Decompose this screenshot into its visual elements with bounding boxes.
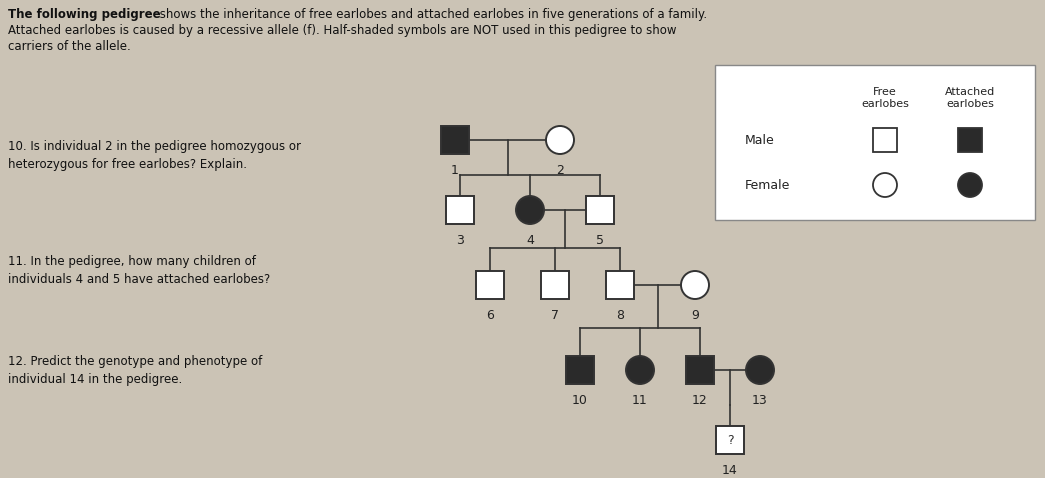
Bar [716,426,744,454]
Text: 13: 13 [752,394,768,407]
Text: 7: 7 [551,309,559,322]
Text: 14: 14 [722,464,738,477]
Text: 12. Predict the genotype and phenotype of
individual 14 in the pedigree.: 12. Predict the genotype and phenotype o… [8,355,262,386]
Text: 10: 10 [572,394,588,407]
Bar [586,196,614,224]
Text: 10. Is individual 2 in the pedigree homozygous or
heterozygous for free earlobes: 10. Is individual 2 in the pedigree homo… [8,140,301,171]
Bar [715,65,1035,220]
Circle shape [681,271,709,299]
Circle shape [626,356,654,384]
Text: 11. In the pedigree, how many children of
individuals 4 and 5 have attached earl: 11. In the pedigree, how many children o… [8,255,271,286]
Text: carriers of the allele.: carriers of the allele. [8,40,131,53]
Bar [958,128,982,152]
Bar [446,196,474,224]
Text: 11: 11 [632,394,648,407]
Circle shape [958,173,982,197]
Text: 6: 6 [486,309,494,322]
Text: 12: 12 [692,394,707,407]
Bar [441,126,469,154]
Circle shape [746,356,774,384]
Text: 2: 2 [556,164,564,177]
Bar [686,356,714,384]
Text: Female: Female [745,178,790,192]
Text: 1: 1 [451,164,459,177]
Text: shows the inheritance of free earlobes and attached earlobes in five generations: shows the inheritance of free earlobes a… [156,8,707,21]
Text: 8: 8 [616,309,624,322]
Bar [606,271,634,299]
Text: ?: ? [726,434,734,446]
Circle shape [873,173,897,197]
Circle shape [516,196,544,224]
Text: 3: 3 [456,234,464,247]
Text: 9: 9 [691,309,699,322]
Text: Free
earlobes: Free earlobes [861,87,909,109]
Text: Male: Male [745,133,774,146]
Text: 4: 4 [526,234,534,247]
Text: Attached
earlobes: Attached earlobes [945,87,995,109]
Bar [541,271,568,299]
Bar [566,356,594,384]
Bar [477,271,504,299]
Circle shape [545,126,574,154]
Text: Attached earlobes is caused by a recessive allele (f). Half-shaded symbols are N: Attached earlobes is caused by a recessi… [8,24,676,37]
Text: The following pedigree: The following pedigree [8,8,161,21]
Text: 5: 5 [596,234,604,247]
Bar [873,128,897,152]
